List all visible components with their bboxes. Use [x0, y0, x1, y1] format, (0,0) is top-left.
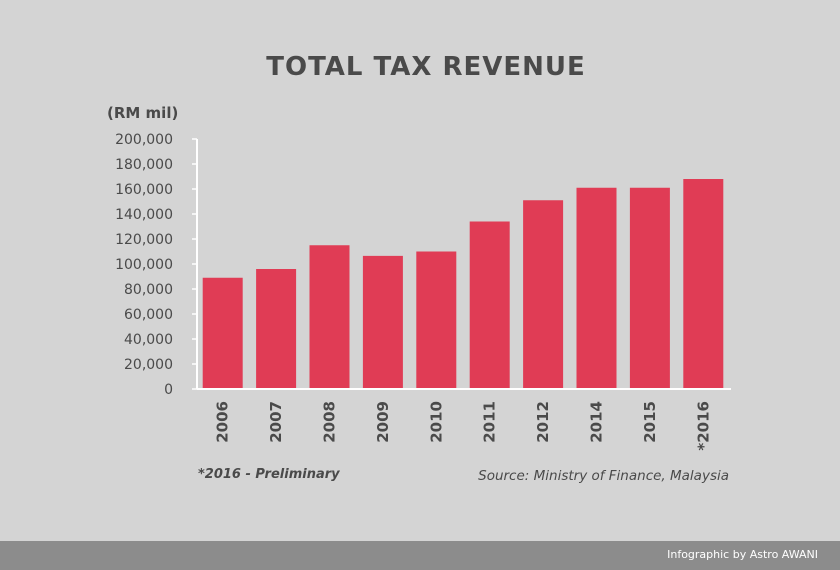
x-tick-label: 2008 [321, 401, 339, 443]
x-tick-label: *2016 [694, 401, 712, 451]
source-note: Source: Ministry of Finance, Malaysia [478, 468, 729, 484]
bar-2008 [309, 245, 350, 388]
x-tick-label: 2014 [588, 401, 606, 443]
preliminary-note: *2016 - Preliminary [198, 467, 340, 482]
bars-group [202, 179, 724, 388]
bar-2006 [202, 277, 243, 388]
x-tick-label: 2011 [481, 401, 499, 443]
bar-chart: TOTAL TAX REVENUE (RM mil) 0 20,000 40,000… [107, 52, 731, 484]
footer-credit: Infographic by Astro AWANI [667, 548, 818, 561]
bar-2012 [523, 200, 564, 388]
bar-2009 [362, 255, 403, 388]
bar-2011 [469, 221, 510, 388]
y-tick-label: 100,000 [115, 257, 173, 273]
x-tick-label: 2015 [641, 401, 659, 443]
x-tick-label: 2012 [534, 401, 552, 443]
bar-2015 [629, 187, 670, 388]
x-tick-label: 2007 [267, 401, 285, 443]
y-axis-ticks: 0 20,000 40,000 60,000 80,000 100,000 120,000 1… [115, 132, 197, 398]
footer-bar: Infographic by Astro AWANI [0, 541, 840, 570]
y-tick-label: 40,000 [124, 332, 173, 348]
y-tick-label: 60,000 [124, 307, 173, 323]
x-tick-label: 2006 [214, 401, 232, 443]
y-tick-label: 140,000 [115, 207, 173, 223]
x-axis-ticks: 2006 2007 2008 2009 2010 2011 2012 2014 2015 *201… [214, 401, 713, 451]
y-tick-label: 0 [164, 382, 173, 398]
x-tick-label: 2009 [374, 401, 392, 443]
y-tick-label: 160,000 [115, 182, 173, 198]
bar-2016 [683, 179, 724, 388]
y-tick-label: 20,000 [124, 357, 173, 373]
bar-2010 [416, 251, 457, 388]
y-tick-label: 180,000 [115, 157, 173, 173]
bar-2014 [576, 187, 617, 388]
bar-2007 [256, 269, 297, 388]
y-tick-label: 80,000 [124, 282, 173, 298]
y-tick-label: 120,000 [115, 232, 173, 248]
chart-title: TOTAL TAX REVENUE [266, 52, 586, 82]
y-tick-label: 200,000 [115, 132, 173, 148]
x-tick-label: 2010 [427, 401, 445, 443]
y-axis-unit-label: (RM mil) [107, 104, 178, 122]
